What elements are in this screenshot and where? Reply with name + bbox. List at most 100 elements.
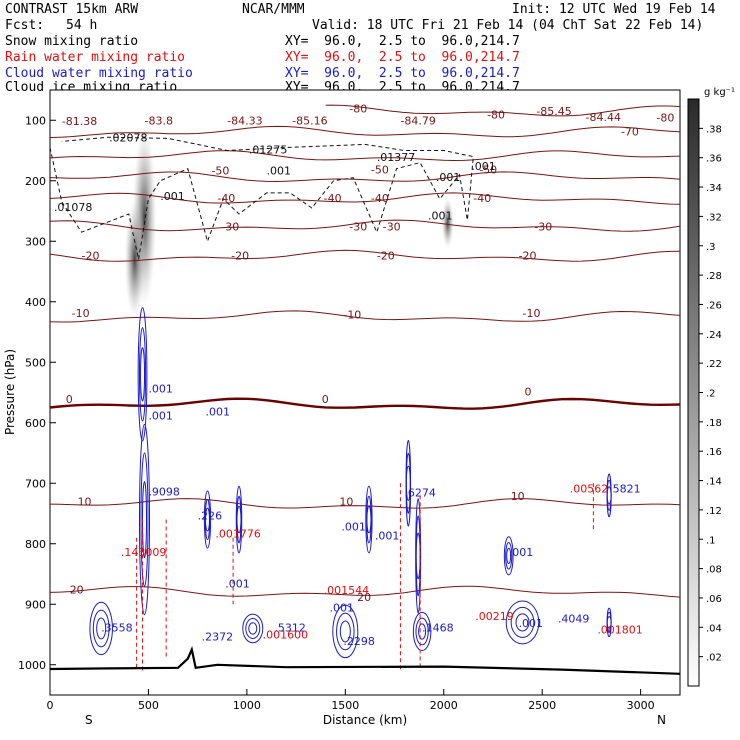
temperature-label: -50 (479, 163, 497, 176)
temperature-label: -10 (523, 307, 541, 320)
colorbar-tick-label: .1 (706, 535, 716, 546)
y-axis-label: Pressure (hPa) (3, 349, 17, 435)
cloud-water-contour (203, 490, 212, 549)
cloud-ice-contour (49, 136, 474, 260)
temperature-contour (49, 585, 681, 598)
rain-water-label: .143009 (121, 546, 167, 559)
temperature-label: -70 (621, 125, 639, 138)
temperature-label: -40 (371, 192, 389, 205)
y-tick-label: 300 (25, 235, 46, 248)
temperature-label: -80 (656, 111, 674, 124)
temperature-label: -83.8 (145, 114, 173, 127)
temperature-label: -81.38 (62, 115, 97, 128)
cloud-water-contour (503, 536, 514, 576)
cloud-water-label: .5312 (274, 621, 306, 634)
temperature-contour (49, 171, 681, 183)
temperature-label: 0 (322, 393, 329, 406)
colorbar-tick-label: .14 (706, 477, 722, 488)
temperature-contour (49, 310, 681, 323)
temperature-label: -30 (383, 220, 401, 233)
cloud-water-contour (505, 600, 540, 645)
cloud-water-contour (336, 612, 355, 651)
temperature-label: -84.33 (227, 114, 262, 127)
colorbar-tick-label: .32 (706, 212, 722, 223)
rain-water-label: .00219 (475, 610, 514, 623)
fcst-value: 54 h (66, 18, 98, 33)
cloud-ice-label: .01377 (377, 151, 416, 164)
temperature-label: -30 (221, 220, 239, 233)
temperature-label: -10 (72, 307, 90, 320)
temperature-contour (49, 125, 681, 139)
cloud-water-contour (138, 327, 147, 422)
cloud-water-label: .5821 (609, 482, 641, 495)
y-tick-label: 100 (25, 114, 46, 127)
terrain (49, 646, 681, 675)
model-title: CONTRAST 15km ARW (5, 2, 139, 17)
cloud-water-contour (96, 617, 107, 640)
field-name-cloud-water: Cloud water mixing ratio (5, 66, 193, 81)
cloud-water-label: .6274 (404, 487, 436, 500)
temperature-label: -20 (377, 249, 395, 262)
cloud-water-contour (332, 604, 359, 659)
cloud-water-label: .2298 (343, 635, 375, 648)
temperature-label: -50 (371, 163, 389, 176)
cloud-water-label: .001 (330, 602, 355, 615)
cloud-water-contour (235, 485, 243, 554)
contour-labels: -81.38 -83.8 -84.33 -85.16 -84.79 -85.45 -84.4… (54, 102, 674, 647)
cloud-ice-label: .001 (436, 171, 461, 184)
temperature-label: 0 (524, 386, 531, 399)
y-tick-label: 900 (25, 598, 46, 611)
x-tick-label: 2000 (430, 699, 458, 712)
temperature-contour (49, 192, 681, 205)
colorbar-tick-label: .26 (706, 300, 722, 311)
colorbar-tick-label: .36 (706, 154, 722, 165)
field-xy-snow: XY= 96.0, 2.5 to 96.0,214.7 (285, 34, 520, 49)
y-tick-label: 1000 (18, 659, 46, 672)
cloud-water-contour (248, 622, 258, 635)
y-tick-label: 500 (25, 356, 46, 369)
temperature-label: -85.45 (536, 105, 571, 118)
x-tick-label: 0 (47, 699, 54, 712)
temperature-label: -20 (82, 249, 100, 262)
colorbar-tick-label: .28 (706, 271, 722, 282)
field-name-rain: Rain water mixing ratio (5, 50, 186, 65)
cloud-ice-label: .02078 (109, 131, 148, 144)
colorbar-unit: g kg⁻¹ (704, 87, 735, 98)
temperature-label: -40 (324, 192, 342, 205)
cloud-water-contour (365, 485, 373, 554)
temperature-contour (325, 104, 681, 117)
colorbar-tick-label: .24 (706, 330, 722, 341)
cloud-water-contour (606, 486, 612, 505)
temperature-label: -40 (473, 192, 491, 205)
temperature-label: -50 (211, 165, 229, 178)
cloud-water-contour (339, 620, 351, 643)
cloud-water-label: .001 (206, 405, 231, 418)
cloud-ice-label: .001 (160, 190, 185, 203)
temperature-label: 20 (357, 591, 371, 604)
cloud-water-contour (418, 623, 427, 640)
cloud-water-contour (366, 505, 372, 534)
x-axis-label: Distance (km) (323, 713, 407, 727)
cloud-ice-label: .001 (428, 209, 453, 222)
cloud-ice-label: .01275 (249, 144, 288, 157)
cloud-water-contour (245, 617, 261, 639)
colorbar-tick-label: .34 (706, 183, 722, 194)
temperature-label: -20 (519, 249, 537, 262)
rain-water-label: .001776 (215, 528, 261, 541)
rain-water-label: .00562 (570, 482, 609, 495)
x-tick-label: 1500 (331, 699, 359, 712)
cloud-water-label: .001 (225, 577, 250, 590)
temperature-contour (49, 219, 681, 232)
temperature-label: -20 (231, 249, 249, 262)
cloud-ice-contours (49, 136, 474, 260)
cloud-ice-label: .001 (267, 165, 292, 178)
cloud-water-contour (515, 613, 530, 632)
rain-water-contours (136, 483, 594, 671)
fcst-label: Fcst: (5, 18, 45, 33)
cloud-water-label: .001 (519, 617, 544, 630)
temperature-label: -84.44 (586, 111, 621, 124)
temperature-label: 20 (70, 583, 84, 596)
cloud-water-contour (236, 505, 242, 534)
x-tick-label: 1000 (233, 699, 261, 712)
